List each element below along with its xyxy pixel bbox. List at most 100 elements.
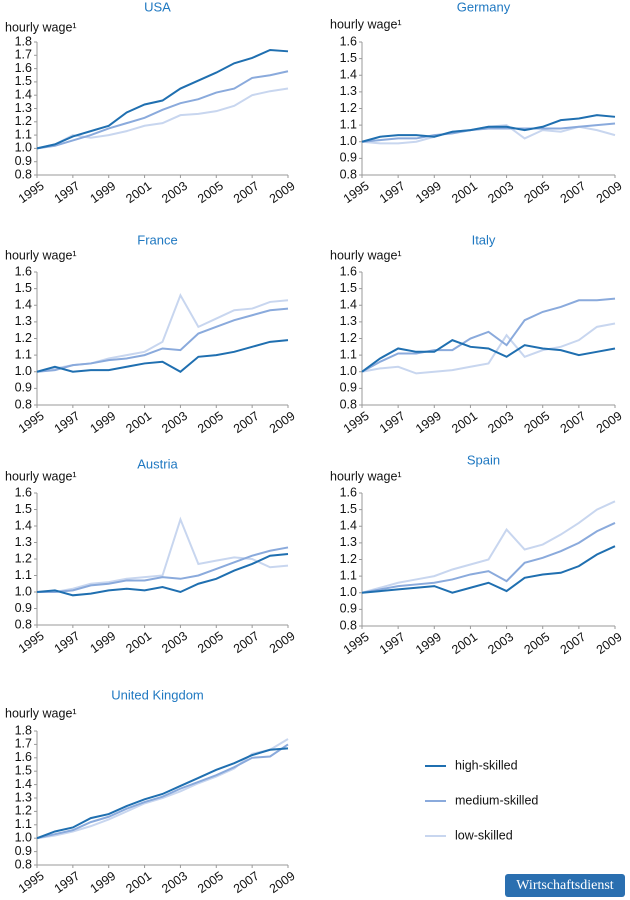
- y-tick-label: 1.3: [340, 84, 357, 98]
- y-tick-label: 1.2: [340, 331, 357, 345]
- y-axis-label: hourly wage¹: [330, 17, 402, 31]
- x-tick-label: 2001: [449, 179, 480, 206]
- x-tick-label: 2007: [558, 409, 589, 436]
- y-tick-label: 1.8: [15, 34, 32, 48]
- y-tick-label: 1.1: [340, 117, 357, 131]
- x-tick-label: 2007: [558, 179, 589, 206]
- x-tick-label: 2007: [231, 629, 262, 656]
- y-tick-label: 1.5: [340, 502, 357, 516]
- y-tick-label: 1.0: [340, 134, 357, 148]
- x-tick-label: 2001: [449, 630, 480, 657]
- series-line: [361, 522, 616, 594]
- y-tick-label: 1.2: [15, 551, 32, 565]
- x-tick-label: 1999: [88, 629, 119, 656]
- chart-title: USA: [144, 0, 171, 14]
- series-line: [36, 70, 289, 150]
- y-tick-label: 1.4: [340, 519, 357, 533]
- y-tick-label: 1.1: [340, 347, 357, 361]
- y-tick-label: 1.6: [340, 264, 357, 278]
- x-tick-label: 2007: [231, 409, 262, 436]
- x-tick-label: 2009: [267, 869, 298, 896]
- y-tick-label: 1.4: [340, 68, 357, 82]
- x-tick-label: 1995: [16, 629, 47, 656]
- legend-label: medium-skilled: [455, 793, 538, 807]
- x-tick-label: 1995: [341, 630, 372, 657]
- series-line: [361, 545, 616, 594]
- series-line: [36, 48, 289, 150]
- x-tick-label: 1999: [88, 409, 119, 436]
- y-tick-label: 1.8: [15, 723, 32, 737]
- y-tick-label: 1.3: [340, 314, 357, 328]
- x-tick-label: 1997: [52, 869, 83, 896]
- x-tick-label: 2007: [231, 179, 262, 206]
- y-tick-label: 1.3: [15, 790, 32, 804]
- x-tick-label: 1995: [16, 409, 47, 436]
- x-tick-label: 1997: [377, 409, 408, 436]
- y-tick-label: 1.2: [15, 804, 32, 818]
- x-tick-label: 2001: [449, 409, 480, 436]
- y-tick-label: 1.4: [340, 298, 357, 312]
- series-line: [36, 87, 289, 150]
- y-axis-label: hourly wage¹: [330, 248, 402, 262]
- x-tick-label: 1999: [88, 179, 119, 206]
- chart-title: Germany: [457, 0, 511, 14]
- y-tick-label: 1.3: [15, 535, 32, 549]
- y-tick-label: 0.9: [15, 154, 32, 168]
- series-line: [361, 122, 616, 143]
- series-line: [37, 546, 289, 593]
- x-tick-label: 2001: [123, 179, 154, 206]
- y-tick-label: 1.7: [15, 48, 32, 62]
- y-tick-label: 1.4: [15, 298, 32, 312]
- x-tick-label: 1999: [413, 179, 444, 206]
- series-line: [36, 747, 289, 840]
- y-tick-label: 1.4: [15, 518, 32, 532]
- y-tick-label: 1.5: [340, 281, 357, 295]
- x-tick-label: 2009: [594, 409, 625, 436]
- y-tick-label: 1.0: [15, 364, 32, 378]
- x-tick-label: 2005: [195, 409, 226, 436]
- x-tick-label: 1995: [16, 869, 47, 896]
- x-tick-label: 2005: [195, 179, 226, 206]
- y-tick-label: 1.6: [15, 61, 32, 75]
- x-tick-label: 2003: [159, 629, 190, 656]
- x-tick-label: 2009: [594, 630, 625, 657]
- y-tick-label: 1.7: [15, 737, 32, 751]
- y-tick-label: 1.4: [15, 777, 32, 791]
- series-line: [361, 500, 616, 594]
- x-tick-label: 2003: [159, 179, 190, 206]
- y-tick-label: 0.9: [340, 602, 357, 616]
- y-tick-label: 0.9: [15, 844, 32, 858]
- y-tick-label: 1.2: [340, 552, 357, 566]
- x-tick-label: 1999: [413, 630, 444, 657]
- series-line: [361, 322, 616, 375]
- x-tick-label: 2003: [485, 630, 516, 657]
- y-tick-label: 1.6: [15, 264, 32, 278]
- legend-label: high-skilled: [455, 758, 518, 772]
- logo: Wirtschaftsdienst: [516, 878, 614, 893]
- x-tick-label: 1999: [413, 409, 444, 436]
- y-tick-label: 1.3: [15, 314, 32, 328]
- series-line: [361, 297, 616, 373]
- y-tick-label: 1.5: [340, 51, 357, 65]
- y-tick-label: 1.2: [15, 331, 32, 345]
- legend-label: low-skilled: [455, 828, 513, 842]
- y-tick-label: 1.5: [15, 74, 32, 88]
- x-tick-label: 1997: [52, 409, 83, 436]
- series-line: [361, 339, 616, 373]
- y-tick-label: 1.1: [15, 127, 32, 141]
- y-tick-label: 0.8: [15, 167, 32, 181]
- x-tick-label: 2009: [267, 409, 298, 436]
- series-line: [36, 339, 289, 373]
- y-axis-label: hourly wage¹: [5, 248, 77, 262]
- y-axis-label: hourly wage¹: [330, 469, 402, 483]
- y-tick-label: 1.0: [15, 584, 32, 598]
- y-tick-label: 1.6: [15, 485, 32, 499]
- x-tick-label: 2003: [159, 409, 190, 436]
- series-line: [361, 114, 616, 143]
- x-tick-label: 1997: [377, 179, 408, 206]
- series-line: [36, 553, 289, 597]
- y-tick-label: 1.0: [15, 830, 32, 844]
- x-tick-label: 2005: [522, 179, 553, 206]
- chart-title: United Kingdom: [111, 687, 204, 702]
- y-tick-label: 1.6: [340, 34, 357, 48]
